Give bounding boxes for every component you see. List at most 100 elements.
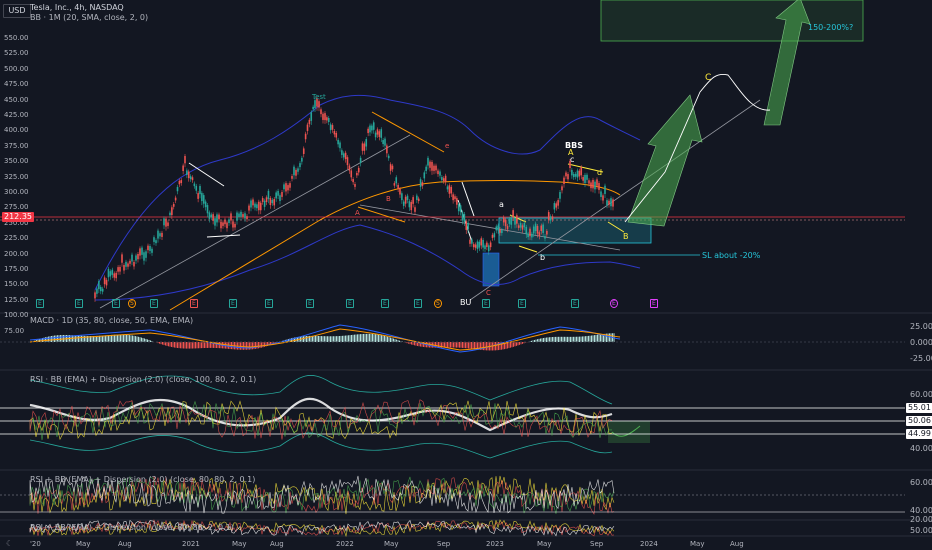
bottom-zone[interactable] [482, 252, 500, 287]
price-tick: 450.00 [4, 95, 29, 104]
macd-bar [565, 336, 567, 342]
earnings-marker[interactable]: E [229, 299, 237, 308]
candle-body [431, 161, 433, 171]
earnings-marker[interactable]: E [518, 299, 526, 308]
candle-body [512, 210, 514, 218]
candle-body [214, 218, 216, 226]
macd-bar [256, 342, 258, 349]
trend-line[interactable] [99, 134, 411, 309]
earnings-marker[interactable]: E [36, 299, 44, 308]
macd-bar [271, 342, 273, 345]
macd-bar [339, 336, 340, 342]
candle-body [489, 242, 492, 248]
rsi3-title[interactable]: RSI + BB (EMA) + Dispersion (close, 80, … [30, 523, 234, 532]
earnings-marker[interactable]: E [75, 299, 83, 308]
candle-body [412, 197, 414, 204]
bb-upper-line [94, 95, 641, 291]
candle-body [342, 153, 345, 158]
macd-bar [468, 342, 469, 349]
candle-body [478, 241, 481, 248]
earnings-marker[interactable]: E [112, 299, 120, 308]
earnings-marker[interactable]: E [306, 299, 314, 308]
projection-path[interactable] [624, 73, 771, 223]
projection-arrow[interactable] [763, 0, 811, 126]
earnings-marker[interactable]: E [190, 299, 198, 308]
earnings-marker[interactable]: E [482, 299, 490, 308]
split-marker[interactable]: S [128, 299, 136, 308]
earnings-marker[interactable]: E [414, 299, 422, 308]
macd-bar [121, 334, 123, 342]
candle-body [508, 218, 511, 224]
candle-body [318, 101, 320, 108]
macd-bar [486, 342, 487, 351]
wedge-line[interactable] [188, 162, 225, 187]
timezone-icon[interactable]: ☾ [6, 539, 14, 548]
earnings-marker[interactable]: E [571, 299, 579, 308]
split-marker[interactable]: S [434, 299, 442, 308]
macd-bar [132, 335, 133, 342]
candle-body [314, 100, 316, 108]
macd-bar [409, 342, 411, 345]
earnings-marker[interactable]: E [650, 299, 658, 308]
macd-bar [84, 335, 85, 342]
candle-body [376, 129, 379, 135]
macd-bar [406, 342, 408, 344]
candle-body [254, 203, 256, 208]
candle-body [386, 145, 388, 154]
rsi-target-zone[interactable] [608, 421, 650, 443]
candle-body [174, 197, 177, 201]
macd-bar [508, 342, 510, 349]
macd-bar [436, 342, 438, 348]
channel-line[interactable] [567, 163, 604, 173]
candle-body [441, 177, 443, 181]
rsi2-title[interactable]: RSI + BB (EMA) + Dispersion (2.0) (close… [30, 475, 256, 484]
channel-line[interactable] [357, 206, 406, 223]
candle-body [113, 273, 116, 278]
rsi1-title[interactable]: RSI · BB (EMA) + Dispersion (2.0) (close… [30, 375, 257, 384]
channel-line[interactable] [607, 221, 625, 233]
macd-bar [142, 338, 144, 342]
macd-bar [262, 342, 264, 348]
macd-bar [517, 342, 519, 346]
macd-bar [115, 334, 117, 342]
macd-bar [252, 342, 253, 350]
currency-label[interactable]: USD [3, 4, 31, 18]
macd-bar [159, 342, 160, 344]
trend-line[interactable] [359, 204, 621, 251]
wedge-line[interactable] [206, 234, 241, 238]
candle-body [96, 288, 98, 294]
macd-bar [529, 341, 531, 342]
macd-bar [336, 336, 337, 342]
wedge-line[interactable] [461, 181, 475, 217]
channel-line[interactable] [371, 111, 445, 153]
macd-bar [555, 336, 556, 342]
candle-body [555, 203, 558, 208]
macd-bar [118, 334, 120, 342]
candle-body [517, 225, 520, 228]
candle-body [395, 177, 398, 184]
candle-body [582, 177, 584, 181]
channel-line[interactable] [518, 245, 538, 253]
trend-line[interactable] [469, 99, 761, 301]
macd-bar [51, 335, 52, 342]
candle-body [433, 165, 435, 171]
symbol-title[interactable]: Tesla, Inc., 4h, NASDAQ [30, 3, 124, 12]
target-zone[interactable] [600, 0, 864, 42]
earnings-marker[interactable]: E [265, 299, 273, 308]
candle-body [419, 179, 422, 187]
earnings-marker[interactable]: E [346, 299, 354, 308]
rsi1-tick: 60.00 [910, 390, 932, 399]
macd-bar [127, 334, 129, 342]
macd-bar [370, 333, 372, 342]
macd-bar [580, 336, 582, 342]
earnings-marker[interactable]: E [150, 299, 158, 308]
macd-bar [354, 334, 355, 342]
candle-body [363, 143, 366, 151]
earnings-marker[interactable]: E [381, 299, 389, 308]
macd-title[interactable]: MACD · 1D (35, 80, close, 50, EMA, EMA) [30, 316, 194, 325]
macd-bar [547, 337, 549, 342]
projection-arrow[interactable] [627, 94, 703, 227]
earnings-marker[interactable]: E [610, 299, 618, 308]
indicator-title[interactable]: BB · 1M (20, SMA, close, 2, 0) [30, 13, 149, 22]
